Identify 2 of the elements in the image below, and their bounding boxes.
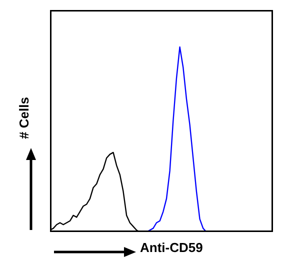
y-axis-title: # Cells xyxy=(16,97,32,139)
x-axis-title: Anti-CD59 xyxy=(140,240,203,255)
